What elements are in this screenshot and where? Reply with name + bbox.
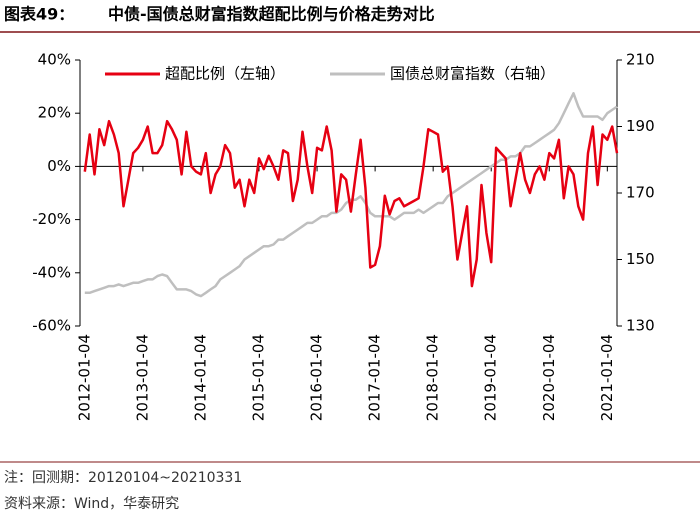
x-tick-label: 2020-01-04 xyxy=(540,334,558,421)
x-tick-label: 2019-01-04 xyxy=(482,334,500,421)
y-tick-label: -40% xyxy=(32,263,71,281)
y2-tick-label: 150 xyxy=(626,250,655,268)
legend-label: 国债总财富指数（右轴） xyxy=(390,65,555,83)
x-tick-label: 2021-01-04 xyxy=(598,334,616,421)
y2-tick-label: 170 xyxy=(626,184,655,202)
y-tick-label: -60% xyxy=(32,317,71,335)
chart-title: 中债-国债总财富指数超配比例与价格走势对比 xyxy=(108,5,435,24)
y-tick-label: 20% xyxy=(38,104,71,122)
chart-title-label: 图表49： xyxy=(4,5,74,24)
legend-label: 超配比例（左轴） xyxy=(165,65,285,83)
y-tick-label: 0% xyxy=(47,157,71,175)
x-tick-label: 2013-01-04 xyxy=(133,334,151,421)
x-tick-label: 2018-01-04 xyxy=(424,334,442,421)
x-tick-label: 2017-01-04 xyxy=(366,334,384,421)
x-tick-label: 2016-01-04 xyxy=(308,334,326,421)
source: 资料来源：Wind，华泰研究 xyxy=(4,496,179,512)
x-tick-label: 2012-01-04 xyxy=(75,334,93,421)
y2-tick-label: 190 xyxy=(626,117,655,135)
x-tick-label: 2015-01-04 xyxy=(250,334,268,421)
y2-tick-label: 210 xyxy=(626,51,655,69)
series-line xyxy=(84,92,618,298)
x-tick-label: 2014-01-04 xyxy=(191,334,209,421)
y-tick-label: 40% xyxy=(38,51,71,69)
y-tick-label: -20% xyxy=(32,210,71,228)
series-line xyxy=(83,119,619,288)
note: 注：回测期：20120104~20210331 xyxy=(4,470,242,486)
y2-tick-label: 130 xyxy=(626,317,655,335)
